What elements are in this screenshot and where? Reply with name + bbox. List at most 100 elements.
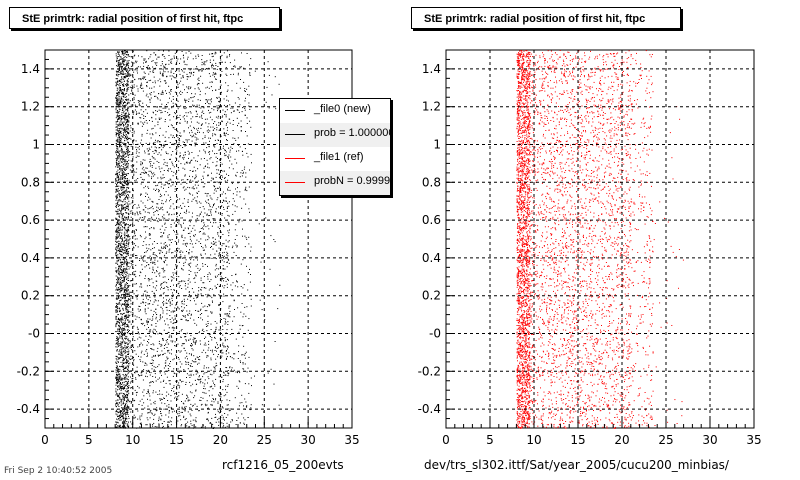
data-point — [127, 376, 129, 378]
data-point — [178, 241, 179, 243]
data-point — [149, 233, 151, 235]
data-point — [121, 316, 123, 318]
data-point — [119, 167, 121, 169]
data-point — [130, 340, 131, 342]
data-point — [147, 67, 149, 69]
data-point — [125, 367, 127, 369]
data-point — [134, 94, 136, 96]
data-point — [122, 399, 124, 401]
data-point — [116, 151, 118, 153]
data-point — [121, 93, 123, 95]
data-point — [170, 406, 172, 408]
data-point — [116, 89, 118, 91]
data-point — [126, 128, 128, 130]
data-point — [174, 188, 176, 190]
data-point — [174, 327, 176, 329]
data-point — [155, 323, 157, 324]
data-point — [208, 67, 210, 69]
data-point — [187, 186, 189, 188]
data-point — [130, 212, 132, 214]
data-point — [185, 283, 186, 285]
data-point — [120, 137, 121, 139]
data-point — [187, 295, 189, 297]
data-point — [117, 389, 118, 391]
data-point — [117, 174, 118, 176]
data-point — [130, 93, 132, 95]
data-point — [116, 320, 118, 322]
data-point — [122, 426, 124, 428]
data-point — [117, 231, 119, 233]
data-point — [190, 271, 192, 272]
data-point — [183, 107, 185, 109]
data-point — [218, 274, 220, 276]
data-point — [184, 261, 186, 263]
data-point — [167, 343, 169, 345]
data-point — [130, 306, 131, 308]
data-point — [130, 104, 132, 106]
data-point — [123, 375, 125, 377]
data-point — [188, 353, 190, 355]
data-point — [119, 80, 120, 81]
data-point — [178, 139, 180, 141]
data-point — [124, 177, 126, 179]
data-point — [127, 110, 129, 112]
data-point — [121, 247, 123, 249]
data-point — [175, 77, 177, 79]
data-point — [121, 407, 122, 409]
data-point — [117, 152, 119, 154]
data-point — [192, 339, 194, 341]
data-point — [197, 54, 199, 56]
data-point — [133, 360, 134, 362]
data-point — [126, 265, 128, 267]
data-point — [155, 95, 157, 97]
data-point — [182, 229, 184, 231]
data-point — [123, 191, 125, 193]
data-point — [125, 423, 127, 425]
data-point — [115, 135, 117, 137]
data-point — [216, 161, 218, 163]
data-point — [202, 424, 204, 426]
data-point — [122, 386, 124, 388]
data-point — [226, 95, 228, 97]
data-point — [163, 70, 164, 72]
data-point — [150, 258, 152, 260]
data-point — [189, 132, 190, 134]
data-point — [156, 209, 157, 211]
data-point — [155, 316, 157, 318]
data-point — [204, 342, 206, 344]
data-point — [220, 135, 222, 137]
data-point — [127, 203, 129, 205]
data-point — [168, 310, 170, 311]
data-point — [170, 179, 172, 181]
data-point — [125, 268, 127, 270]
data-point — [216, 322, 218, 324]
data-point — [119, 274, 121, 276]
data-point — [123, 222, 125, 224]
data-point — [119, 121, 121, 123]
data-point — [173, 127, 175, 129]
data-point — [117, 132, 118, 134]
data-point — [124, 113, 126, 115]
data-point — [118, 279, 120, 281]
data-point — [125, 207, 127, 209]
data-point — [124, 127, 125, 129]
data-point — [120, 63, 122, 65]
data-point — [129, 74, 131, 76]
data-point — [119, 140, 121, 141]
data-point — [185, 418, 187, 420]
data-point — [189, 310, 191, 312]
data-point — [223, 145, 224, 147]
data-point — [125, 351, 127, 353]
data-point — [127, 150, 129, 152]
data-point — [158, 364, 160, 366]
data-point — [127, 383, 128, 385]
data-point — [212, 133, 214, 135]
data-point — [170, 134, 172, 136]
data-point — [116, 373, 117, 375]
data-point — [170, 58, 172, 60]
data-point — [195, 426, 197, 428]
data-point — [120, 96, 122, 98]
data-point — [198, 231, 200, 233]
data-point — [126, 180, 127, 182]
data-point — [191, 366, 193, 367]
